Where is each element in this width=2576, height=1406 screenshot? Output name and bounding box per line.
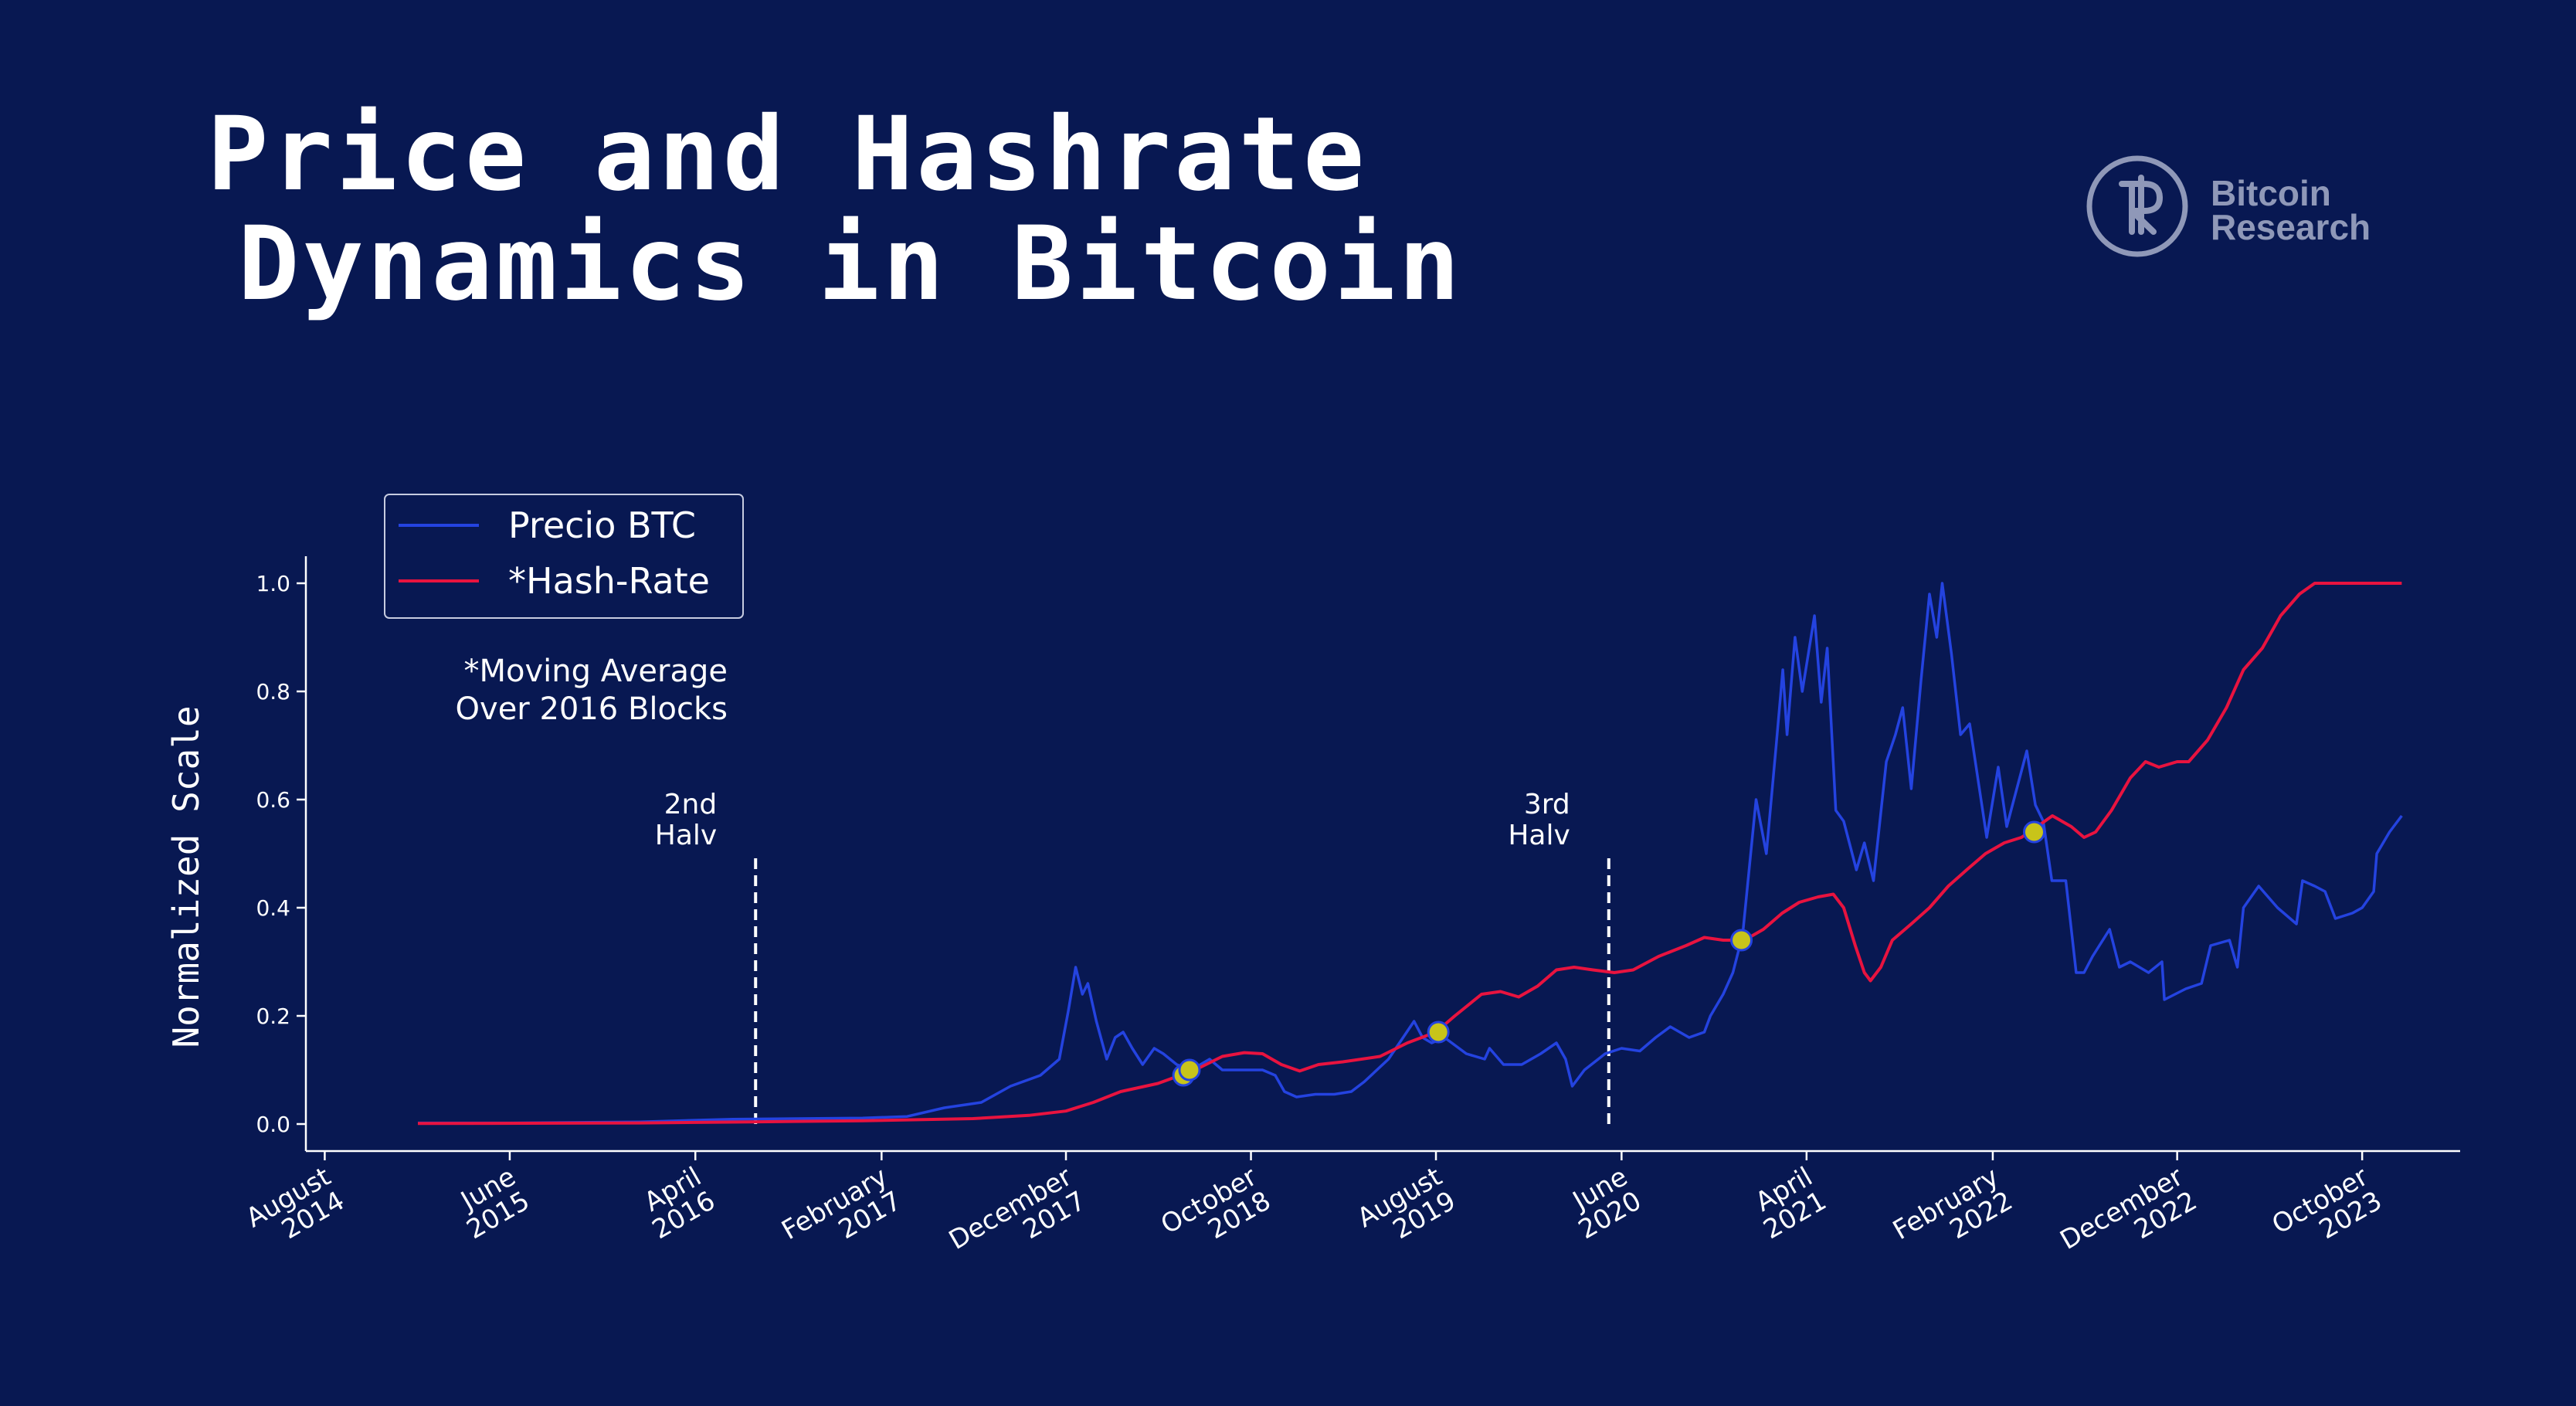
y-tick-label: 0.0 <box>256 1112 290 1137</box>
crossings-layer <box>1172 820 2046 1087</box>
crossing-marker <box>1178 1058 1201 1082</box>
title-line-1: Price and Hashrate <box>207 95 1368 214</box>
y-tick-label: 0.8 <box>256 679 290 705</box>
logo-text-research: Research <box>2211 207 2371 247</box>
halving-label: Halv <box>655 820 717 851</box>
crossing-marker <box>1427 1021 1450 1044</box>
note-line-2: Over 2016 Blocks <box>456 691 728 727</box>
y-axis-label: Normalized Scale <box>165 705 207 1048</box>
y-tick-label: 0.2 <box>256 1004 290 1029</box>
y-tick-label: 0.6 <box>256 787 290 813</box>
y-tick-label: 0.4 <box>256 895 290 921</box>
crossing-marker <box>2023 820 2046 844</box>
brand-logo: Bitcoin Research <box>2086 155 2410 267</box>
halving-label: 2nd <box>664 789 718 820</box>
halving-label: 3rd <box>1524 789 1570 820</box>
logo-text-bitcoin: Bitcoin <box>2211 173 2331 213</box>
legend: Precio BTC *Hash-Rate <box>384 494 744 619</box>
moving-average-note: *Moving Average Over 2016 Blocks <box>456 654 728 727</box>
hashrate-series-line <box>417 582 2402 1126</box>
legend-label-hashrate: *Hash-Rate <box>508 560 710 602</box>
y-tick-label: 1.0 <box>256 571 290 596</box>
bitcoin-research-logo-icon <box>2086 155 2188 257</box>
title-line-2: Dynamics in Bitcoin <box>238 205 1463 324</box>
note-line-1: *Moving Average <box>464 654 728 689</box>
legend-label-price: Precio BTC <box>508 504 696 546</box>
halving-label: Halv <box>1508 820 1570 851</box>
crossing-marker <box>1730 929 1753 952</box>
price-series-line <box>418 582 2403 1125</box>
series-layer <box>417 582 2403 1126</box>
